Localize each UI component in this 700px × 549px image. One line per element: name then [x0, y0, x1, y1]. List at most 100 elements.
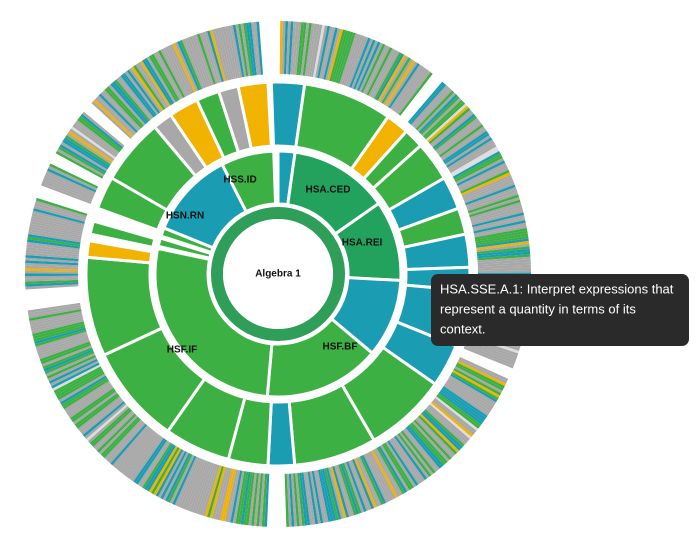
outer-stripe[interactable]: [25, 268, 79, 272]
outer-stripe[interactable]: [248, 22, 257, 76]
outer-stripe[interactable]: [133, 438, 166, 484]
outer-stripe[interactable]: [306, 23, 318, 77]
outer-stripe[interactable]: [384, 60, 416, 107]
outer-stripe[interactable]: [476, 240, 530, 250]
outer-stripe[interactable]: [450, 373, 498, 403]
outer-stripe[interactable]: [355, 40, 379, 91]
outer-stripe[interactable]: [29, 223, 83, 237]
outer-stripe[interactable]: [367, 452, 394, 501]
outer-stripe[interactable]: [308, 24, 320, 77]
outer-stripe[interactable]: [446, 137, 493, 168]
outer-stripe[interactable]: [472, 214, 525, 230]
outer-stripe[interactable]: [464, 344, 515, 366]
outer-stripe[interactable]: [137, 62, 169, 108]
outer-stripe[interactable]: [449, 375, 496, 405]
outer-stripe[interactable]: [67, 384, 113, 416]
outer-stripe[interactable]: [379, 56, 409, 103]
outer-stripe[interactable]: [160, 451, 187, 500]
outer-stripe[interactable]: [385, 441, 417, 488]
outer-stripe[interactable]: [65, 135, 111, 166]
outer-stripe[interactable]: [432, 113, 476, 149]
outer-stripe[interactable]: [304, 23, 315, 77]
outer-stripe[interactable]: [387, 440, 419, 486]
outer-stripe[interactable]: [376, 447, 405, 495]
outer-stripe[interactable]: [27, 239, 80, 249]
outer-stripe[interactable]: [395, 69, 429, 114]
outer-stripe[interactable]: [365, 452, 391, 502]
outer-stripe[interactable]: [25, 262, 79, 268]
outer-stripe[interactable]: [50, 360, 99, 387]
outer-stripe[interactable]: [35, 200, 87, 218]
outer-stripe[interactable]: [319, 469, 334, 522]
outer-stripe[interactable]: [30, 218, 83, 233]
outer-stripe[interactable]: [98, 93, 138, 133]
outer-stripe[interactable]: [75, 119, 120, 154]
outer-stripe[interactable]: [347, 36, 369, 88]
outer-stripe[interactable]: [253, 21, 261, 75]
outer-stripe[interactable]: [463, 179, 514, 202]
outer-stripe[interactable]: [212, 467, 228, 519]
outer-stripe[interactable]: [357, 41, 381, 92]
outer-stripe[interactable]: [264, 473, 270, 527]
outer-stripe[interactable]: [292, 21, 299, 75]
outer-stripe[interactable]: [243, 472, 253, 525]
outer-stripe[interactable]: [38, 339, 90, 360]
outer-stripe[interactable]: [179, 39, 203, 90]
outer-stripe[interactable]: [116, 427, 152, 471]
outer-stripe[interactable]: [29, 226, 82, 239]
outer-stripe[interactable]: [30, 317, 84, 332]
outer-stripe[interactable]: [337, 32, 356, 84]
outer-stripe[interactable]: [42, 347, 93, 370]
outer-stripe[interactable]: [43, 349, 94, 372]
outer-stripe[interactable]: [434, 396, 479, 431]
outer-stripe[interactable]: [413, 419, 452, 460]
outer-stripe[interactable]: [194, 462, 214, 514]
outer-stripe[interactable]: [435, 117, 479, 153]
outer-stripe[interactable]: [290, 21, 297, 75]
outer-stripe[interactable]: [460, 169, 510, 194]
outer-stripe[interactable]: [261, 473, 268, 527]
outer-stripe[interactable]: [470, 204, 523, 222]
outer-stripe[interactable]: [219, 27, 235, 80]
outer-stripe[interactable]: [452, 370, 500, 398]
outer-stripe[interactable]: [477, 267, 531, 271]
outer-stripe[interactable]: [259, 473, 266, 527]
outer-stripe[interactable]: [201, 31, 220, 84]
outer-stripe[interactable]: [445, 135, 491, 166]
outer-stripe[interactable]: [217, 27, 232, 80]
outer-stripe[interactable]: [454, 155, 503, 183]
outer-stripe[interactable]: [224, 26, 239, 79]
outer-stripe[interactable]: [251, 472, 259, 526]
outer-stripe[interactable]: [52, 364, 101, 391]
outer-stripe[interactable]: [425, 103, 467, 141]
outer-stripe[interactable]: [330, 466, 347, 519]
outer-stripe[interactable]: [372, 50, 400, 99]
outer-stripe[interactable]: [209, 29, 226, 82]
outer-stripe[interactable]: [366, 47, 393, 96]
outer-stripe[interactable]: [420, 96, 460, 135]
outer-stripe[interactable]: [191, 35, 212, 86]
outer-stripe[interactable]: [444, 382, 491, 414]
outer-stripe[interactable]: [181, 459, 205, 510]
outer-stripe[interactable]: [321, 468, 337, 521]
outer-stripe[interactable]: [184, 459, 207, 511]
outer-stripe[interactable]: [437, 392, 482, 427]
outer-stripe[interactable]: [31, 215, 84, 231]
outer-stripe[interactable]: [288, 473, 295, 527]
outer-stripe[interactable]: [434, 115, 478, 151]
outer-stripe[interactable]: [35, 197, 88, 216]
outer-stripe[interactable]: [303, 472, 313, 525]
outer-stripe[interactable]: [477, 270, 531, 273]
outer-stripe[interactable]: [153, 52, 182, 100]
outer-stripe[interactable]: [30, 315, 83, 329]
outer-stripe[interactable]: [87, 406, 130, 443]
outer-stripe[interactable]: [151, 447, 180, 495]
outer-stripe[interactable]: [374, 52, 402, 100]
outer-stripe[interactable]: [344, 462, 365, 513]
outer-stripe[interactable]: [25, 252, 79, 260]
outer-stripe[interactable]: [428, 107, 471, 145]
outer-stripe[interactable]: [328, 467, 344, 519]
outer-stripe[interactable]: [25, 275, 79, 279]
outer-stripe[interactable]: [476, 243, 530, 253]
outer-stripe[interactable]: [71, 389, 116, 423]
